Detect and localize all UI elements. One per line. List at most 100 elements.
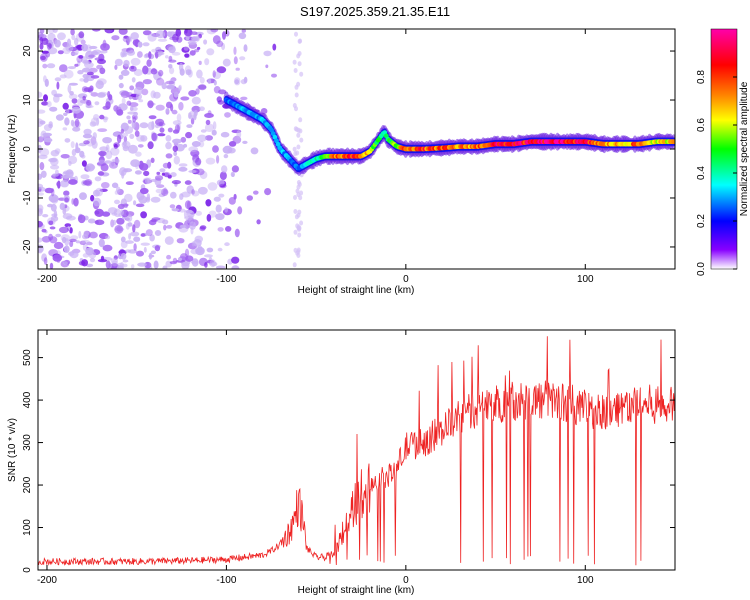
noise-blob <box>213 86 221 94</box>
noise-blob <box>172 129 180 134</box>
noise-blob <box>98 238 105 248</box>
noise-blob <box>102 105 110 110</box>
noise-blob <box>92 49 102 54</box>
noise-blob <box>115 106 122 115</box>
noise-blob <box>40 170 47 178</box>
noise-blob <box>222 58 231 67</box>
noise-blob <box>199 77 205 84</box>
noise-blob <box>114 224 124 234</box>
noise-blob <box>89 257 96 263</box>
noise-blob <box>205 119 211 126</box>
noise-blob <box>121 140 131 149</box>
noise-blob <box>187 40 197 45</box>
noise-blob <box>292 262 297 268</box>
noise-blob <box>292 59 297 65</box>
noise-blob <box>191 96 201 105</box>
noise-blob <box>293 195 297 200</box>
noise-blob <box>104 29 113 34</box>
noise-blob <box>187 69 193 78</box>
noise-blob <box>167 127 173 133</box>
noise-blob <box>86 99 92 106</box>
noise-blob <box>293 229 298 235</box>
noise-blob <box>217 100 225 105</box>
noise-blob <box>66 108 70 115</box>
noise-blob <box>195 210 202 216</box>
noise-blob <box>51 213 58 217</box>
noise-blob <box>224 242 230 247</box>
noise-blob <box>179 208 186 213</box>
noise-blob <box>183 29 193 37</box>
noise-blob <box>193 109 198 117</box>
noise-blob <box>243 44 248 52</box>
noise-blob <box>221 165 228 174</box>
noise-blob <box>170 172 177 178</box>
noise-blob <box>196 46 201 50</box>
noise-blob <box>264 188 272 196</box>
noise-blob <box>162 265 168 269</box>
noise-blob <box>209 259 216 268</box>
noise-blob <box>88 247 93 253</box>
noise-blob <box>43 257 48 265</box>
noise-blob <box>82 133 93 139</box>
noise-blob <box>237 206 243 215</box>
noise-blob <box>199 225 207 230</box>
noise-blob <box>294 84 299 90</box>
noise-blob <box>184 248 190 258</box>
noise-blob <box>48 233 53 241</box>
noise-blob <box>146 177 152 184</box>
noise-blob <box>61 236 67 244</box>
noise-blob <box>110 147 120 156</box>
noise-blob <box>204 113 214 118</box>
noise-blob <box>196 168 205 176</box>
noise-blob <box>133 86 144 95</box>
noise-blob <box>127 119 132 124</box>
noise-blob <box>188 90 197 97</box>
noise-blob <box>186 215 195 224</box>
noise-blob <box>159 127 165 133</box>
noise-blob <box>185 255 194 262</box>
x-tick-label: -200 <box>37 575 57 586</box>
noise-blob <box>83 128 92 136</box>
ridge-core <box>272 134 278 140</box>
noise-blob <box>253 190 259 195</box>
noise-blob <box>66 215 76 221</box>
noise-blob <box>82 67 91 73</box>
noise-blob <box>114 58 123 67</box>
noise-blob <box>191 36 199 42</box>
noise-blob <box>197 134 207 142</box>
noise-blob <box>135 151 142 157</box>
noise-blob <box>178 166 188 172</box>
noise-blob <box>133 200 137 206</box>
x-tick-label: 0 <box>403 274 409 285</box>
noise-blob <box>219 183 227 189</box>
noise-blob <box>141 88 149 96</box>
noise-blob <box>40 130 47 139</box>
noise-blob <box>186 124 193 128</box>
noise-blob <box>207 182 218 191</box>
noise-blob <box>135 93 142 100</box>
noise-blob <box>97 171 105 176</box>
noise-blob <box>225 226 232 232</box>
noise-blob <box>204 123 214 132</box>
noise-blob <box>154 51 159 59</box>
noise-blob <box>50 157 59 166</box>
noise-blob <box>166 44 176 51</box>
noise-blob <box>216 40 224 48</box>
noise-blob <box>67 66 76 70</box>
x-tick-label: -100 <box>216 274 236 285</box>
noise-blob <box>65 44 74 52</box>
noise-blob <box>293 247 298 253</box>
noise-blob <box>82 95 86 101</box>
noise-blob <box>143 54 149 59</box>
noise-blob <box>165 141 172 150</box>
noise-blob <box>54 39 61 48</box>
noise-blob <box>292 146 297 152</box>
noise-blob <box>238 32 247 40</box>
noise-blob <box>69 227 73 234</box>
noise-blob <box>172 138 182 144</box>
noise-blob <box>172 120 182 126</box>
noise-blob <box>165 84 175 90</box>
noise-blob <box>72 126 81 132</box>
noise-blob <box>296 132 301 138</box>
noise-blob <box>89 45 98 50</box>
